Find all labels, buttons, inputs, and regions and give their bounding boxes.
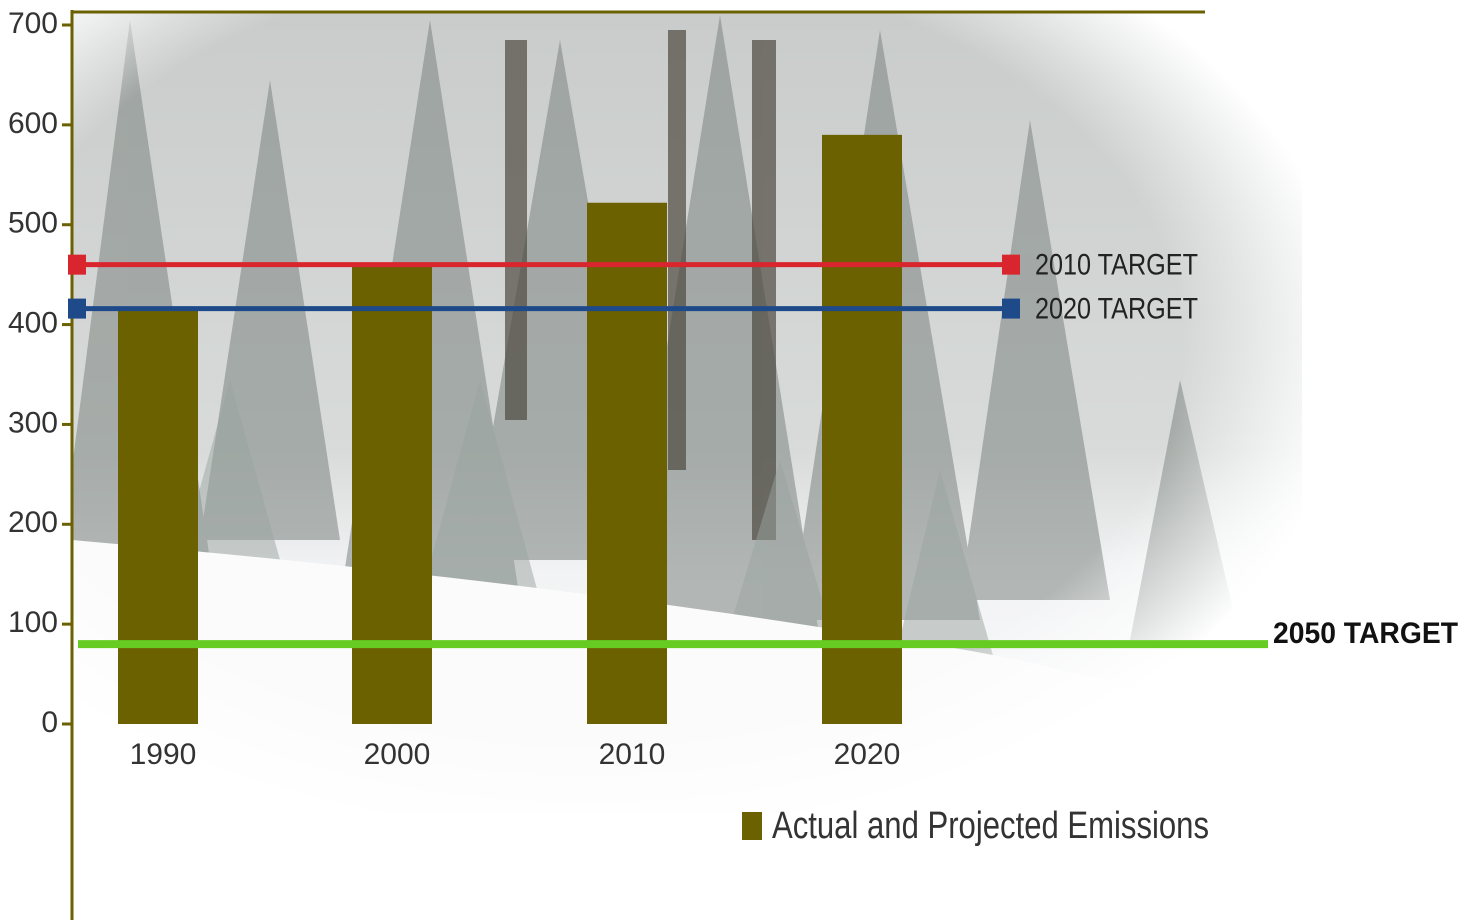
x-tick-label: 1990 [130, 738, 197, 771]
x-tick-label: 2010 [599, 738, 666, 771]
y-tick-label: 400 [8, 306, 58, 339]
bar [352, 264, 432, 724]
x-tick-label: 2020 [834, 738, 901, 771]
y-tick-label: 300 [8, 406, 58, 439]
legend-swatch [742, 812, 762, 840]
legend-label: Actual and Projected Emissions [772, 805, 1209, 847]
y-tick-label: 700 [8, 7, 58, 40]
bar [118, 309, 198, 724]
y-tick-label: 0 [41, 706, 58, 739]
target-label: 2050 TARGET [1273, 617, 1458, 650]
bar [587, 202, 667, 724]
target-label: 2020 TARGET [1035, 293, 1198, 326]
target-label: 2010 TARGET [1035, 249, 1198, 282]
x-tick-label: 2000 [364, 738, 431, 771]
background-photo [60, 12, 1302, 812]
y-tick-label: 200 [8, 506, 58, 539]
y-tick-label: 600 [8, 107, 58, 140]
target-marker [68, 298, 86, 319]
target-marker [1002, 298, 1020, 319]
target-marker [68, 254, 86, 275]
y-tick-label: 500 [8, 207, 58, 240]
target-marker [1002, 254, 1020, 275]
bar [822, 134, 902, 725]
y-tick-label: 100 [8, 606, 58, 639]
